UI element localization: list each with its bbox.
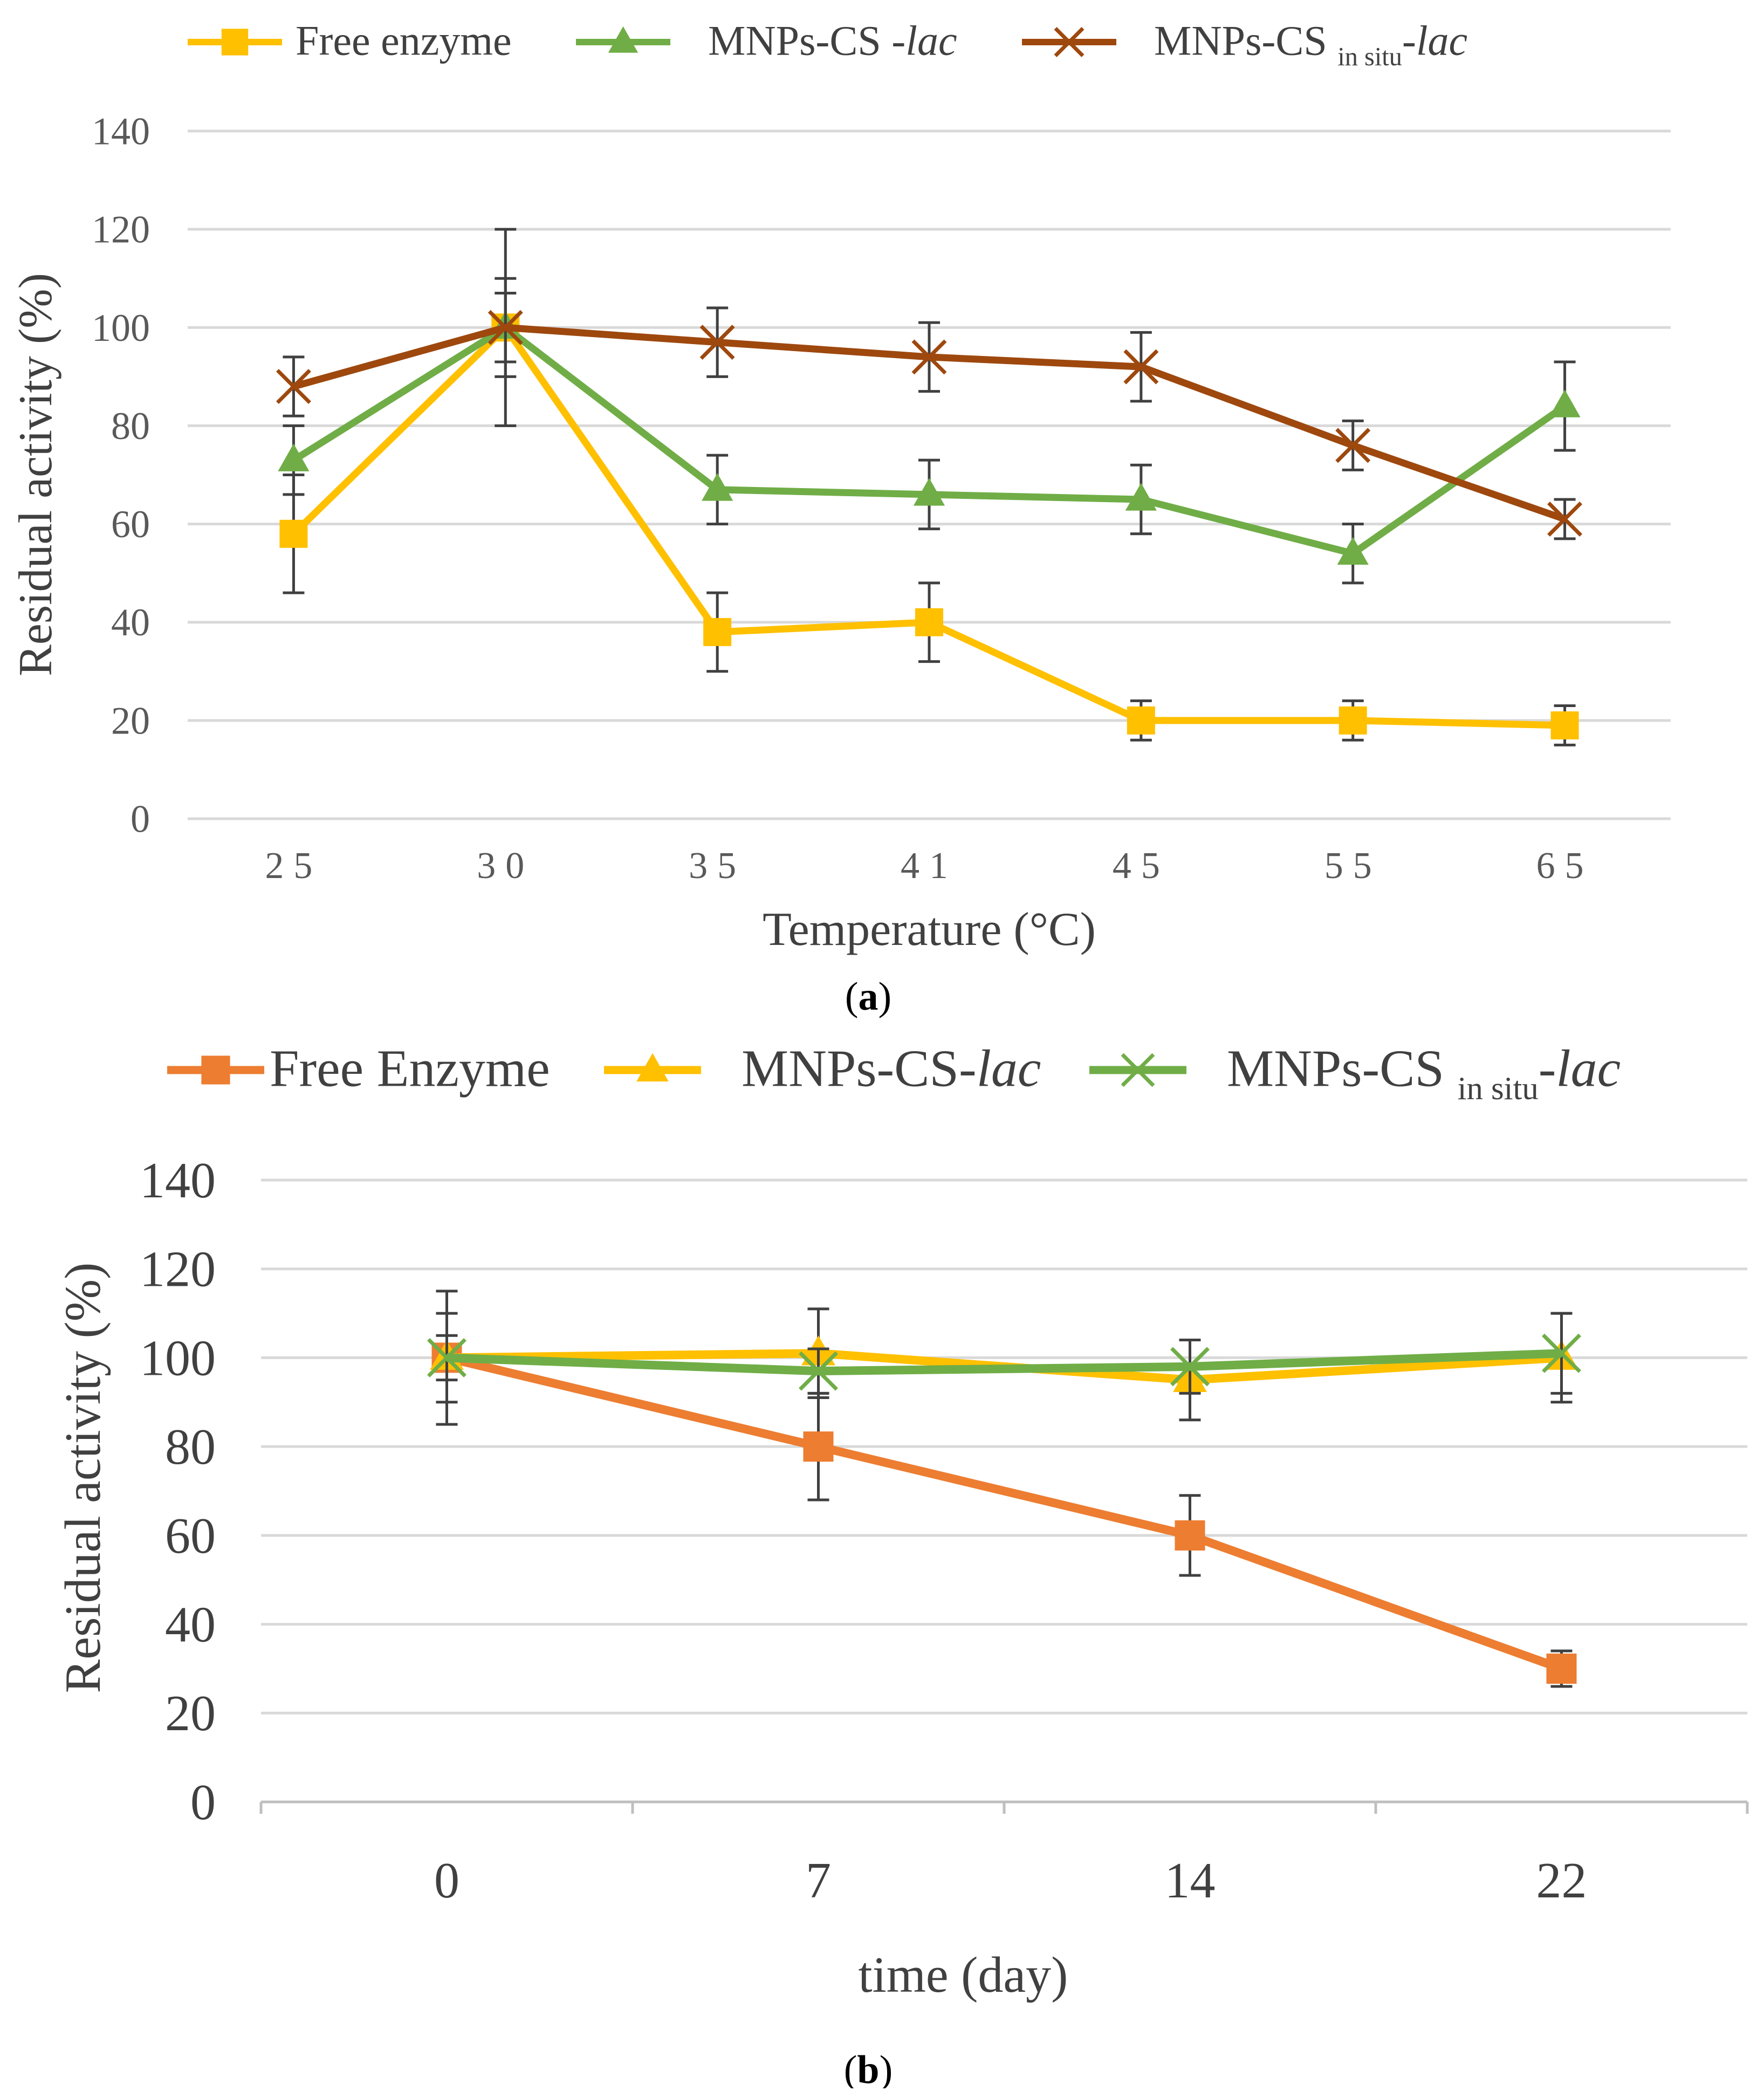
data-point — [1547, 501, 1583, 537]
y-tick-label: 80 — [111, 405, 150, 448]
data-point — [1127, 706, 1155, 735]
legend-item: Free Enzyme — [167, 1039, 550, 1098]
y-tick-label: 40 — [165, 1597, 216, 1653]
legend-label: Free enzyme — [296, 17, 512, 64]
data-point — [799, 1351, 838, 1391]
x-tick-label: 55 — [1324, 845, 1382, 887]
data-point — [427, 1338, 466, 1377]
data-point — [278, 443, 310, 471]
x-tick-label: 14 — [1165, 1853, 1216, 1909]
x-tick-label: 22 — [1536, 1853, 1587, 1909]
legend-marker — [608, 26, 639, 53]
data-point — [1339, 706, 1367, 735]
series-0 — [431, 1334, 1577, 1688]
data-point — [1125, 483, 1157, 511]
x-axis-title: Temperature (°C) — [763, 903, 1096, 956]
panel-label: (a) — [845, 975, 891, 1019]
legend-item: MNPs-CS in situ-lac — [1089, 1039, 1621, 1107]
y-tick-label: 40 — [111, 601, 150, 644]
data-point — [702, 473, 733, 501]
data-point — [1123, 349, 1159, 385]
chart-panel-b: 0 20 40 60 80 100 120 140 0 7 14 22 time (day) Residu… — [55, 1039, 1749, 2091]
x-tick-label: 41 — [901, 845, 958, 887]
data-point — [1542, 1333, 1581, 1373]
y-axis-title: Residual activity (%) — [55, 1263, 111, 1694]
y-tick-label: 20 — [165, 1685, 216, 1742]
data-point — [1337, 537, 1369, 565]
legend-item: MNPs-CS in situ-lac — [1022, 17, 1467, 71]
legend-label: MNPs-CS in situ-lac — [1227, 1039, 1621, 1106]
data-point — [703, 618, 732, 646]
data-point — [279, 519, 308, 548]
legend-marker — [1054, 27, 1085, 57]
legend-marker — [201, 1055, 230, 1085]
data-point — [699, 325, 735, 360]
y-tick-label: 80 — [165, 1419, 216, 1475]
data-point — [1335, 428, 1371, 463]
x-tick-label: 35 — [689, 845, 746, 887]
x-tick-label: 30 — [477, 845, 534, 887]
data-point — [1546, 1653, 1577, 1684]
y-tick-label: 60 — [165, 1508, 216, 1564]
data-point — [1170, 1347, 1210, 1387]
data-point — [915, 608, 943, 636]
y-tick-label: 120 — [140, 1242, 216, 1298]
data-point — [913, 478, 945, 506]
y-tick-label: 60 — [111, 503, 150, 546]
x-tick-label: 45 — [1113, 845, 1170, 887]
legend: Free Enzyme MNPs-CS-lac MNPs-CS in situ-la… — [167, 1039, 1621, 1107]
legend-item: MNPs-CS -lac — [576, 17, 957, 64]
series-2 — [276, 292, 1583, 540]
data-point — [1550, 711, 1579, 739]
x-tick-label: 25 — [265, 845, 322, 887]
legend: Free enzyme MNPs-CS -lac MNPs-CS in situ-l… — [188, 17, 1467, 71]
y-tick-label: 140 — [92, 109, 150, 153]
legend-label: MNPs-CS in situ-lac — [1154, 17, 1467, 71]
data-point — [276, 369, 311, 405]
panel-letter: b — [857, 2048, 879, 2088]
x-tick-label: 65 — [1536, 845, 1594, 887]
legend-label: Free Enzyme — [270, 1039, 550, 1098]
y-tick-label: 140 — [140, 1153, 216, 1209]
data-point — [911, 339, 947, 375]
x-axis-title: time (day) — [859, 1947, 1068, 2003]
legend-marker — [636, 1053, 669, 1082]
y-axis-title: Residual activity (%) — [10, 273, 62, 676]
data-point — [488, 310, 523, 345]
panel-letter: a — [859, 975, 878, 1019]
series-line — [445, 1353, 1563, 1673]
data-point — [803, 1431, 834, 1462]
y-tick-label: 120 — [92, 208, 150, 251]
x-tick-label: 7 — [806, 1853, 831, 1909]
y-tick-label: 20 — [111, 699, 150, 742]
legend-label: MNPs-CS-lac — [742, 1039, 1041, 1098]
x-tick-label: 0 — [434, 1853, 459, 1909]
legend-marker — [221, 29, 249, 56]
data-point — [1549, 389, 1581, 417]
data-point — [1175, 1520, 1205, 1551]
legend-marker — [1121, 1053, 1155, 1087]
series-line — [447, 1349, 1562, 1376]
y-tick-label: 100 — [140, 1330, 216, 1386]
legend-item: Free enzyme — [188, 17, 512, 64]
y-tick-label: 100 — [92, 306, 150, 349]
y-tick-label: 0 — [190, 1774, 216, 1831]
y-tick-label: 0 — [131, 797, 150, 840]
legend-item: MNPs-CS-lac — [604, 1039, 1041, 1098]
series-2 — [427, 1312, 1581, 1404]
chart-panel-a: 0 20 40 60 80 100 120 140 25 30 35 41 45 55 65 Temperat… — [10, 17, 1671, 1019]
panel-label: (b) — [844, 2048, 893, 2088]
legend-label: MNPs-CS -lac — [708, 17, 957, 64]
